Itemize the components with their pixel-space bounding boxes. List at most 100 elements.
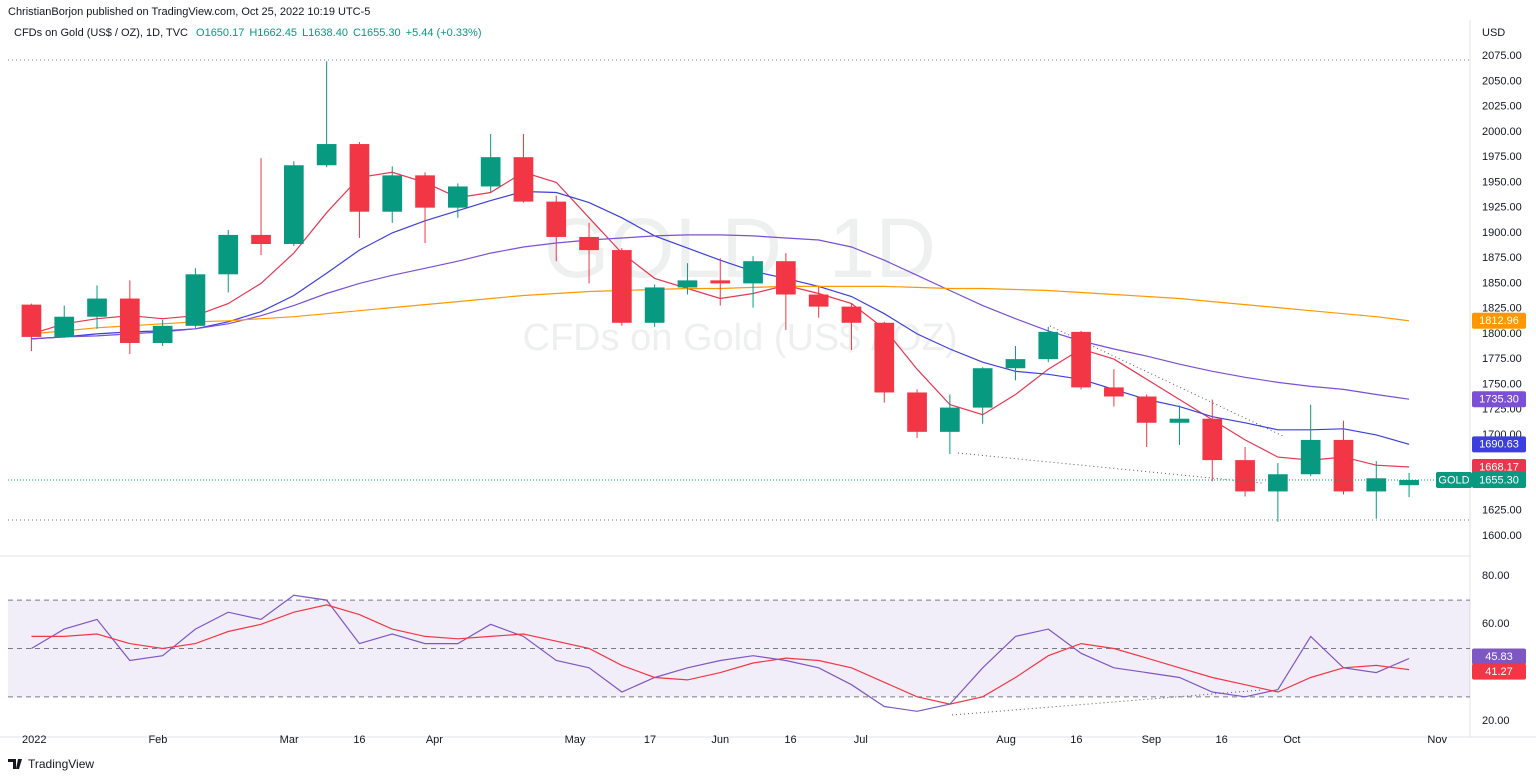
candle-body [1235, 460, 1255, 492]
rsi-line [31, 594, 1410, 712]
candle-body [1202, 418, 1223, 461]
last-price-badge-bg [1472, 472, 1526, 489]
legend: CFDs on Gold (US$ / OZ), 1D, TVC O1650.17… [14, 27, 482, 39]
x-tick-label: 2022 [22, 734, 46, 746]
y-tick-label: 1775.00 [1482, 353, 1522, 365]
ma-value-badge: 1668.17 [1479, 461, 1519, 473]
y-tick-label: 1975.00 [1482, 151, 1522, 163]
candle-body [644, 287, 665, 323]
y-tick-label: 1800.00 [1482, 328, 1522, 340]
candle-body [710, 280, 731, 284]
candle-body [1038, 331, 1059, 360]
publisher: ChristianBorjon published on TradingView… [8, 6, 370, 18]
candle-body [349, 144, 370, 212]
candle-body [1333, 439, 1354, 492]
candle-body [1104, 387, 1124, 397]
candle-body [283, 165, 304, 245]
rsi-value-badge-bg [1472, 648, 1526, 665]
x-tick-label: Oct [1283, 734, 1300, 746]
candle-body [1136, 396, 1157, 423]
x-tick-label: 16 [784, 734, 796, 746]
y-tick-label: 20.00 [1482, 715, 1510, 727]
candle-body [513, 157, 534, 202]
symbol-badge: GOLD [1438, 474, 1469, 486]
candle-body [480, 157, 501, 187]
x-tick-label: Sep [1142, 734, 1162, 746]
y-tick-label: 2000.00 [1482, 126, 1522, 138]
y-tick-label: 1750.00 [1482, 378, 1522, 390]
x-tick-label: 17 [644, 734, 656, 746]
candle-body [251, 234, 271, 245]
ma-value-badge-bg [1472, 459, 1526, 476]
y-tick-label: 80.00 [1482, 570, 1510, 582]
candle-body [1169, 418, 1190, 423]
rsi-value-badge: 41.27 [1485, 666, 1513, 678]
rsi-value-badge-bg [1472, 663, 1526, 680]
legend-value: C1655.30 [353, 27, 401, 39]
y-tick-label: 1850.00 [1482, 277, 1522, 289]
candle-body [546, 201, 567, 237]
candle-body [972, 368, 993, 408]
candle-body [743, 261, 763, 284]
y-tick-label: 2050.00 [1482, 75, 1522, 87]
candle-body [612, 250, 632, 323]
candle-body [152, 325, 173, 343]
brand-logo: TradingView [8, 757, 94, 771]
watermark: GOLD, 1D [544, 201, 936, 295]
candle-body [841, 306, 862, 323]
candle-body [776, 261, 796, 295]
candle-body [316, 144, 337, 166]
candle-body [1268, 474, 1288, 492]
ma-value-badge-bg [1472, 391, 1526, 408]
candle-body [415, 175, 435, 208]
candle-body [940, 407, 960, 432]
candle-body [54, 316, 75, 337]
x-tick-label: Aug [996, 734, 1016, 746]
y-tick-label: 1900.00 [1482, 227, 1522, 239]
x-tick-label: Jul [854, 734, 868, 746]
ma-value-badge: 1812.96 [1479, 315, 1519, 327]
candle-body [1366, 478, 1387, 492]
y-tick-label: 1600.00 [1482, 530, 1522, 542]
legend-value: H1662.45 [249, 27, 297, 39]
y-tick-label: 1875.00 [1482, 252, 1522, 264]
candle-body [677, 280, 698, 288]
y-tick-label: 1825.00 [1482, 303, 1522, 315]
logo-shape [8, 759, 22, 769]
candle-body [382, 175, 403, 212]
candle-body [218, 234, 239, 275]
candle-body [1399, 480, 1419, 486]
brand-name: TradingView [28, 757, 94, 771]
x-tick-label: 16 [1070, 734, 1082, 746]
symbol-badge-bg [1436, 472, 1472, 489]
rsi-line [31, 604, 1410, 705]
candle-body [579, 236, 599, 251]
last-price-badge: 1655.30 [1479, 474, 1519, 486]
candle-body [1300, 439, 1321, 475]
candle-body [87, 298, 107, 317]
x-tick-label: May [565, 734, 586, 746]
candle-body [808, 294, 829, 307]
y-tick-label: 1625.00 [1482, 505, 1522, 517]
candle-body [448, 186, 468, 208]
legend-value: O1650.17 [196, 27, 244, 39]
legend-symbol: CFDs on Gold (US$ / OZ), 1D, TVC [14, 27, 188, 39]
x-tick-label: Jun [711, 734, 729, 746]
candle-body [874, 322, 895, 393]
currency: USD [1482, 27, 1505, 39]
candle-body [907, 392, 927, 432]
rsi-value-badge: 45.83 [1485, 651, 1513, 663]
ma-value-badge-bg [1472, 436, 1526, 453]
candle-body [119, 298, 140, 343]
moving-average [31, 234, 1410, 400]
candle-body [1005, 359, 1026, 369]
ma-value-badge: 1735.30 [1479, 394, 1519, 406]
x-tick-label: Apr [426, 734, 443, 746]
x-tick-label: 16 [353, 734, 365, 746]
ma-value-badge: 1690.63 [1479, 439, 1519, 451]
trend-line [957, 452, 1263, 484]
trend-line [1049, 325, 1286, 438]
candle-body [185, 274, 206, 326]
